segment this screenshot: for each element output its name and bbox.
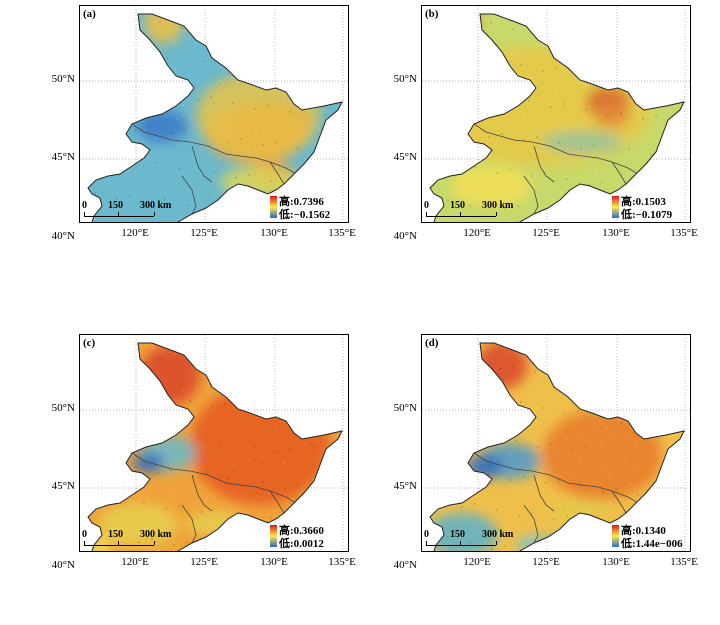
panel-label: (d)	[425, 337, 439, 349]
longitude-label: 125°E	[190, 227, 218, 239]
latitude-label: 45°N	[393, 480, 417, 492]
province-border	[191, 474, 213, 512]
longitude-label: 120°E	[121, 227, 149, 239]
latitude-label: 50°N	[393, 402, 417, 414]
scale-label-300: 300 km	[482, 529, 514, 540]
legend-low-label: 低:−0.1562	[279, 209, 331, 221]
panel-label: (a)	[83, 8, 96, 20]
longitude-label: 120°E	[463, 227, 491, 239]
scale-label-150: 150	[108, 200, 123, 211]
map-panel: (c) 高:0.3660 低:0.0012 0 150 300 km 50°N 45°N 40°…	[52, 334, 356, 571]
colorbar	[270, 525, 277, 547]
scale-label-0: 0	[424, 200, 429, 211]
scale-label-150: 150	[450, 529, 465, 540]
province-border	[533, 145, 555, 183]
region-outline	[87, 13, 343, 222]
scale-label-150: 150	[450, 200, 465, 211]
province-border	[269, 161, 285, 185]
region-fill	[430, 14, 684, 222]
province-border	[181, 504, 197, 544]
province-border	[611, 490, 627, 514]
province-border	[131, 123, 297, 175]
longitude-label: 135°E	[670, 556, 698, 568]
region-outline	[429, 13, 685, 222]
map-frame: (d) 高:0.1340 低:1.44e−006 0 150 300 km	[421, 334, 691, 552]
region-fill	[430, 343, 684, 551]
province-border	[269, 490, 285, 514]
province-border	[191, 145, 213, 183]
latitude-label: 50°N	[393, 73, 417, 85]
map-panel: (b) 高:0.1503 低:−0.1079 0 150 300 km 50°N 45°N 40…	[394, 5, 698, 242]
province-border	[523, 175, 539, 215]
panel-label: (b)	[425, 8, 439, 20]
longitude-label: 125°E	[532, 556, 560, 568]
latitude-label: 45°N	[51, 151, 75, 163]
legend-high-label: 高:0.3660	[279, 525, 324, 537]
longitude-label: 125°E	[532, 227, 560, 239]
longitude-label: 120°E	[463, 556, 491, 568]
longitude-label: 120°E	[121, 556, 149, 568]
map-frame: (c) 高:0.3660 低:0.0012 0 150 300 km	[79, 334, 349, 552]
scale-label-150: 150	[108, 529, 123, 540]
scale-label-0: 0	[82, 200, 87, 211]
longitude-label: 130°E	[602, 227, 630, 239]
province-border	[473, 452, 639, 504]
region-fill	[88, 14, 342, 222]
longitude-label: 135°E	[328, 227, 356, 239]
latitude-label: 40°N	[393, 559, 417, 571]
region-outline	[429, 342, 685, 551]
latitude-label: 40°N	[51, 559, 75, 571]
latitude-label: 40°N	[51, 230, 75, 242]
legend-high-label: 高:0.7396	[279, 196, 324, 208]
choropleth-map	[422, 6, 690, 222]
panel-label: (c)	[83, 337, 96, 349]
province-border	[523, 504, 539, 544]
province-border	[533, 474, 555, 512]
colorbar	[270, 196, 277, 218]
choropleth-map	[80, 335, 348, 551]
legend-low-label: 低:0.0012	[279, 538, 324, 550]
map-frame: (b) 高:0.1503 低:−0.1079 0 150 300 km	[421, 5, 691, 223]
latitude-label: 50°N	[51, 73, 75, 85]
legend-low-label: 低:1.44e−006	[621, 538, 683, 550]
legend-high-label: 高:0.1503	[621, 196, 666, 208]
scale-label-300: 300 km	[140, 529, 172, 540]
region-outline	[87, 342, 343, 551]
latitude-label: 40°N	[393, 230, 417, 242]
longitude-label: 130°E	[260, 556, 288, 568]
scale-label-0: 0	[424, 529, 429, 540]
longitude-label: 130°E	[602, 556, 630, 568]
colorbar	[612, 196, 619, 218]
map-frame: (a) 高:0.7396 低:−0.1562 0 150 300 km	[79, 5, 349, 223]
map-panel: (a) 高:0.7396 低:−0.1562 0 150 300 km 50°N 45°N 40…	[52, 5, 356, 242]
legend-low-label: 低:−0.1079	[621, 209, 673, 221]
longitude-label: 135°E	[328, 556, 356, 568]
province-border	[473, 123, 639, 175]
latitude-label: 50°N	[51, 402, 75, 414]
region-fill	[88, 343, 342, 551]
choropleth-map	[80, 6, 348, 222]
latitude-label: 45°N	[393, 151, 417, 163]
province-border	[181, 175, 197, 215]
longitude-label: 125°E	[190, 556, 218, 568]
scale-label-300: 300 km	[140, 200, 172, 211]
longitude-label: 130°E	[260, 227, 288, 239]
scale-label-300: 300 km	[482, 200, 514, 211]
choropleth-map	[422, 335, 690, 551]
longitude-label: 135°E	[670, 227, 698, 239]
province-border	[131, 452, 297, 504]
scale-label-0: 0	[82, 529, 87, 540]
colorbar	[612, 525, 619, 547]
latitude-label: 45°N	[51, 480, 75, 492]
map-panel: (d) 高:0.1340 低:1.44e−006 0 150 300 km 50°N 45°N…	[394, 334, 698, 571]
legend-high-label: 高:0.1340	[621, 525, 666, 537]
province-border	[611, 161, 627, 185]
